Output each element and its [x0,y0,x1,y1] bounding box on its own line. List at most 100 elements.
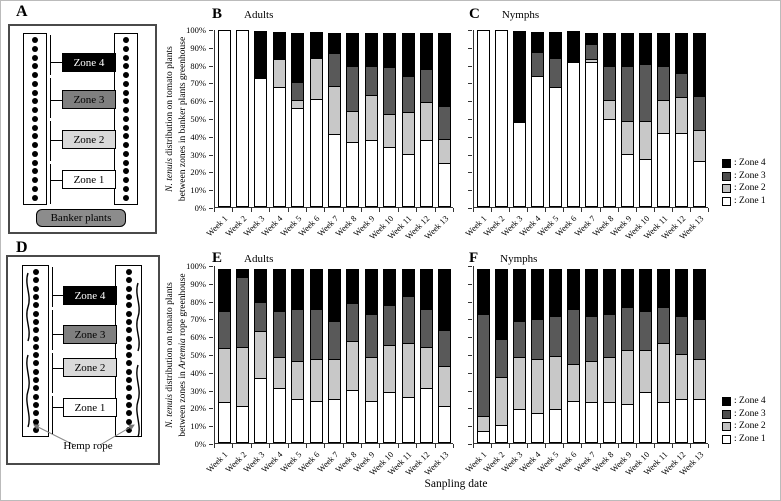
bar-segment-zone-2 [512,357,526,411]
plant-dot [32,45,38,52]
stacked-bar-week-2 [236,30,250,207]
bar-segment-zone-4 [512,31,526,124]
plant-dot [32,385,39,392]
stacked-bar-week-7 [328,30,341,207]
y-tick-label: 0% [194,203,206,213]
plant-dot [123,45,129,52]
y-tick [209,372,213,374]
bar-segment-zone-2 [675,96,689,134]
y-tick [468,208,472,209]
x-tick [491,208,493,212]
bar-segment-zone-4 [494,269,508,340]
stacked-bar-week-13 [438,266,452,443]
legend-label: : Zone 1 [734,433,766,444]
legend-label: : Zone 2 [734,421,766,431]
bar-segment-zone-4 [621,269,635,308]
stacked-bar-week-6 [309,30,323,207]
plant-dot [32,302,39,309]
legend-item-zone-2: : Zone 2 [722,421,766,432]
panel-e-name: Adults [244,253,274,265]
bar-segment-zone-4 [254,31,268,79]
bar-segment-zone-1 [657,132,671,207]
legend-label: : Zone 3 [734,408,766,419]
bar-segment-zone-4 [291,33,305,83]
y-tick-label: 30% [190,385,206,396]
y-tick-label: 40% [190,131,206,142]
y-tick [468,136,472,138]
y-tick [209,47,213,49]
stacked-bar-week-1 [217,30,231,207]
legend-swatch [722,397,731,407]
legend-item-zone-3: : Zone 3 [722,171,766,182]
bar-segment-zone-1 [236,30,250,207]
plant-dot [32,285,39,292]
y-tick-label: 20% [190,167,206,178]
x-tick [509,208,511,212]
plant-dot [32,177,38,184]
plant-dot [32,318,39,325]
plant-dot [123,98,129,105]
y-tick [209,390,213,392]
stacked-bar-week-3 [254,30,268,207]
bar-segment-zone-1 [328,398,341,443]
bar-segment-zone-3 [657,306,671,345]
bar-segment-zone-1 [639,391,653,443]
bar-segment-zone-2 [657,343,671,404]
bar-segment-zone-4 [438,33,452,108]
bar-segment-zone-3 [675,72,689,98]
stacked-bar-week-11 [657,266,671,443]
zone-connector [52,368,63,369]
bar-segment-zone-1 [346,141,360,207]
legend-swatch [722,434,731,444]
plant-dot [32,360,39,367]
bar-segment-zone-3 [494,338,508,378]
bar-segment-zone-1 [217,402,231,443]
bar-segment-zone-4 [548,32,562,59]
stacked-bar-week-1 [217,266,231,443]
bar-segment-zone-2 [530,359,544,414]
x-tick [563,208,565,212]
x-tick [671,444,673,448]
bar-segment-zone-3 [530,52,544,78]
x-tick [232,208,234,212]
stacked-bar-week-11 [657,30,671,207]
plant-dot [32,115,38,122]
bar-segment-zone-3 [657,65,671,102]
stacked-bar-week-2 [494,266,508,443]
panel-f-letter: F [469,250,479,266]
stacked-bar-week-4 [530,30,544,207]
plant-dot [32,402,39,408]
plant-dot [32,377,39,384]
bar-segment-zone-1 [548,409,562,443]
plant-dot [32,124,38,131]
y-tick-label: 40% [190,367,206,378]
x-tick [689,444,691,448]
plant-row-left [23,33,47,205]
x-tick [434,208,436,212]
plant-dot [125,310,132,317]
panel-f-name: Nymphs [500,253,538,265]
zone-connector [52,334,63,335]
bar-segment-zone-2 [364,94,378,141]
stacked-bar-week-13 [693,266,707,443]
x-tick [397,444,399,448]
bar-segment-zone-3 [603,314,617,359]
plant-dot [123,168,129,175]
bar-segment-zone-3 [272,310,286,359]
stacked-bar-week-6 [566,266,580,443]
y-tick [468,266,472,267]
bar-segment-zone-1 [272,86,286,207]
x-tick [287,208,289,212]
bar-segment-zone-4 [309,32,323,59]
plant-dot [32,310,39,317]
stacked-bar-week-12 [419,30,433,207]
y-tick [209,119,213,120]
zone-bracket [52,310,53,350]
legend-item-zone-4: : Zone 4 [722,158,766,169]
bar-segment-zone-4 [364,33,378,67]
stacked-bar-week-13 [693,30,707,207]
plant-dot [123,186,129,193]
stacked-bar-week-4 [530,266,544,443]
bar-segment-zone-3 [693,95,707,132]
stacked-bar-week-1 [476,266,490,443]
